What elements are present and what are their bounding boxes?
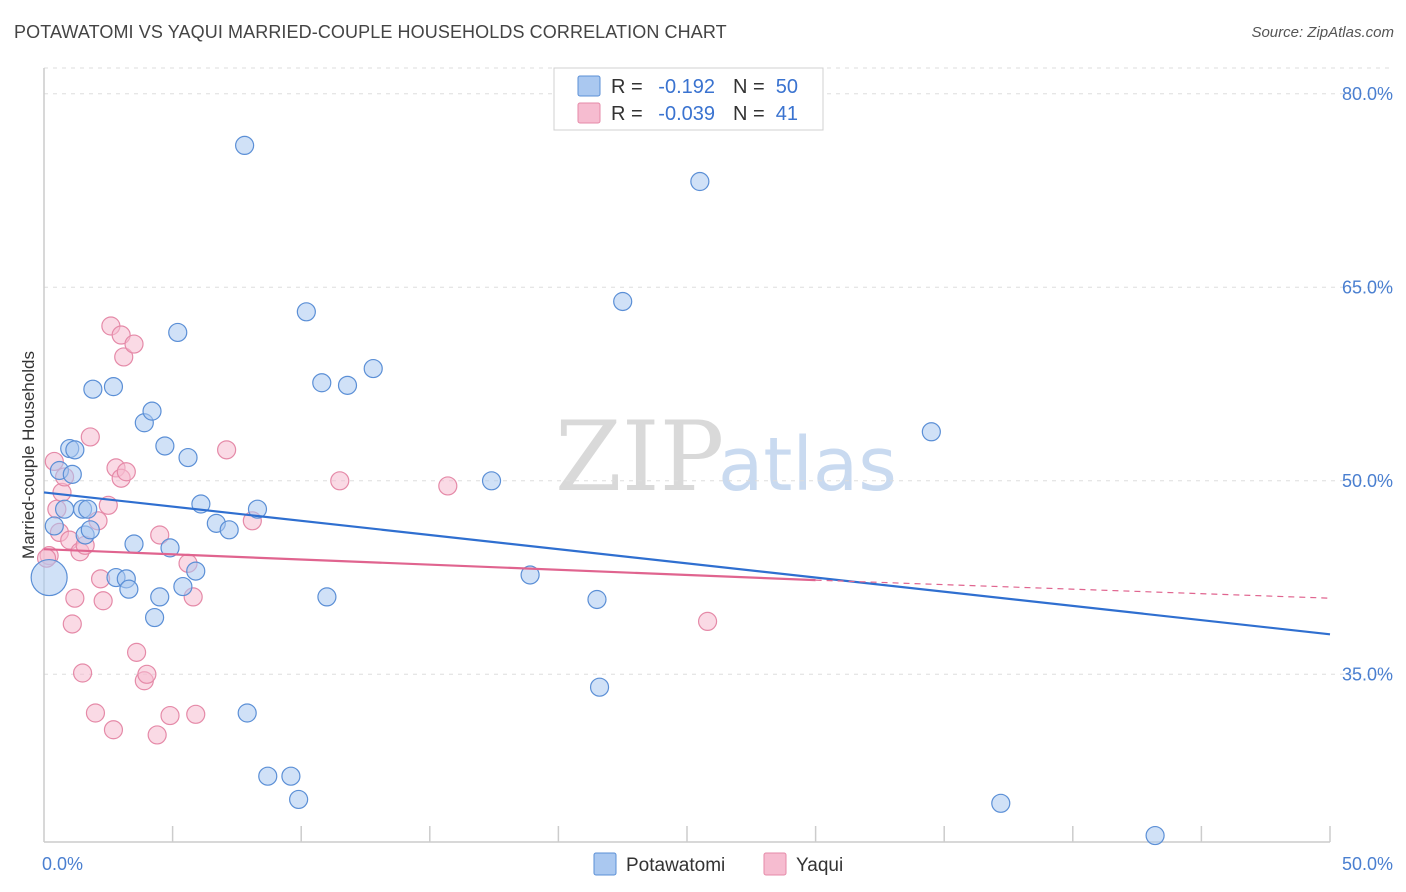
series-legend: Potawatomi Yaqui: [593, 852, 843, 876]
y-axis-title: Married-couple Households: [19, 351, 38, 559]
watermark-zip: ZIP: [555, 401, 724, 513]
potawatomi-point-36: [296, 302, 316, 322]
yaqui-point-13: [85, 703, 106, 723]
stats-legend-swatch-yaqui: [577, 102, 601, 124]
y-tick-label-80: 80.0%: [1342, 84, 1393, 104]
potawatomi-point-48: [991, 793, 1011, 813]
potawatomi-point-6: [65, 440, 85, 460]
x-axis-ticks: [171, 826, 1331, 842]
legend-n-label-potawatomi: N =: [733, 76, 765, 98]
potawatomi-point-43: [587, 589, 607, 610]
series-legend-swatch-yaqui: [763, 852, 787, 876]
stats-legend: R = -0.192 N = 50 R = -0.039 N = 41: [553, 67, 824, 131]
potawatomi-point-0: [30, 558, 68, 597]
potawatomi-point-22: [160, 538, 180, 558]
potawatomi-point-30: [235, 135, 255, 155]
potawatomi-point-26: [186, 561, 206, 581]
yaqui-point-12: [80, 427, 100, 447]
trend-line-potawatomi: [43, 491, 1331, 636]
potawatomi-point-34: [281, 766, 301, 786]
y-tick-label-35: 35.0%: [1342, 664, 1393, 684]
potawatomi-point-44: [589, 677, 610, 697]
potawatomi-point-31: [237, 703, 257, 723]
x-tick-label-min: 0.0%: [42, 854, 83, 874]
yaqui-point-8: [65, 588, 85, 608]
potawatomi-point-1: [44, 516, 64, 536]
yaqui-point-26: [126, 642, 147, 662]
yaqui-point-31: [160, 705, 180, 726]
potawatomi-point-11: [83, 379, 103, 399]
series-legend-swatch-potawatomi: [593, 852, 617, 876]
trend-lines: [43, 491, 1331, 636]
yaqui-point-24: [116, 462, 136, 482]
potawatomi-point-3: [54, 499, 75, 519]
yaqui-point-10: [72, 663, 93, 683]
potawatomi-point-9: [78, 499, 98, 519]
yaqui-point-39: [697, 611, 718, 632]
watermark-atlas: atlas: [718, 422, 897, 508]
potawatomi-point-21: [155, 436, 175, 456]
potawatomi-point-40: [363, 358, 383, 379]
chart-source: Source: ZipAtlas.com: [1251, 24, 1394, 41]
yaqui-point-16: [93, 591, 113, 611]
potawatomi-point-45: [613, 291, 633, 312]
potawatomi-point-32: [247, 499, 268, 519]
series-legend-label-potawatomi: Potawatomi: [626, 855, 725, 876]
potawatomi-point-25: [178, 447, 198, 468]
potawatomi-point-35: [289, 789, 309, 810]
potawatomi-point-15: [119, 579, 139, 599]
y-tick-label-50: 50.0%: [1342, 471, 1393, 491]
legend-n-value-potawatomi: 50: [776, 76, 798, 98]
x-tick-label-max: 50.0%: [1342, 854, 1393, 874]
yaqui-point-25: [124, 334, 144, 354]
y-tick-labels: 35.0% 50.0% 65.0% 80.0%: [1342, 84, 1393, 684]
yaqui-point-30: [150, 525, 170, 545]
yaqui-points: [36, 316, 718, 745]
potawatomi-point-10: [80, 520, 100, 540]
potawatomi-point-42: [520, 565, 540, 585]
potawatomi-point-23: [168, 322, 188, 343]
yaqui-point-29: [147, 725, 167, 745]
potawatomi-point-16: [124, 534, 144, 554]
legend-r-label-potawatomi: R =: [611, 76, 643, 98]
potawatomi-point-39: [337, 375, 358, 395]
yaqui-point-35: [217, 440, 237, 460]
trend-line-yaqui: [43, 548, 816, 582]
y-tick-label-65: 65.0%: [1342, 277, 1393, 297]
potawatomi-point-12: [103, 377, 124, 397]
potawatomi-point-20: [150, 587, 170, 607]
potawatomi-points: [30, 135, 1165, 846]
legend-n-label-yaqui: N =: [733, 103, 765, 125]
potawatomi-point-47: [921, 422, 941, 442]
potawatomi-point-19: [144, 607, 165, 628]
potawatomi-point-29: [219, 520, 239, 540]
stats-legend-swatch-potawatomi: [577, 75, 601, 97]
trend-line-yaqui-dashed: [815, 579, 1331, 599]
yaqui-point-38: [438, 476, 458, 496]
legend-r-label-yaqui: R =: [611, 103, 643, 125]
yaqui-point-37: [330, 471, 350, 491]
legend-r-value-potawatomi: -0.192: [658, 76, 715, 98]
yaqui-point-28: [137, 664, 157, 684]
potawatomi-point-24: [173, 576, 193, 597]
yaqui-point-34: [186, 704, 206, 724]
yaqui-point-7: [62, 614, 82, 634]
potawatomi-point-41: [481, 471, 502, 491]
legend-r-value-yaqui: -0.039: [658, 103, 715, 125]
legend-n-value-yaqui: 41: [776, 103, 798, 125]
potawatomi-point-38: [317, 587, 337, 607]
watermark: ZIP atlas: [555, 401, 897, 513]
gridlines: [44, 67, 1394, 675]
potawatomi-point-49: [1145, 825, 1165, 846]
potawatomi-point-46: [690, 171, 710, 192]
potawatomi-point-33: [258, 766, 278, 786]
chart-title: POTAWATOMI VS YAQUI MARRIED-COUPLE HOUSE…: [14, 22, 727, 42]
potawatomi-point-5: [62, 464, 82, 484]
potawatomi-point-37: [312, 373, 332, 393]
potawatomi-point-18: [142, 401, 162, 421]
series-legend-label-yaqui: Yaqui: [796, 855, 843, 876]
yaqui-point-23: [114, 347, 134, 367]
yaqui-point-19: [103, 720, 124, 740]
